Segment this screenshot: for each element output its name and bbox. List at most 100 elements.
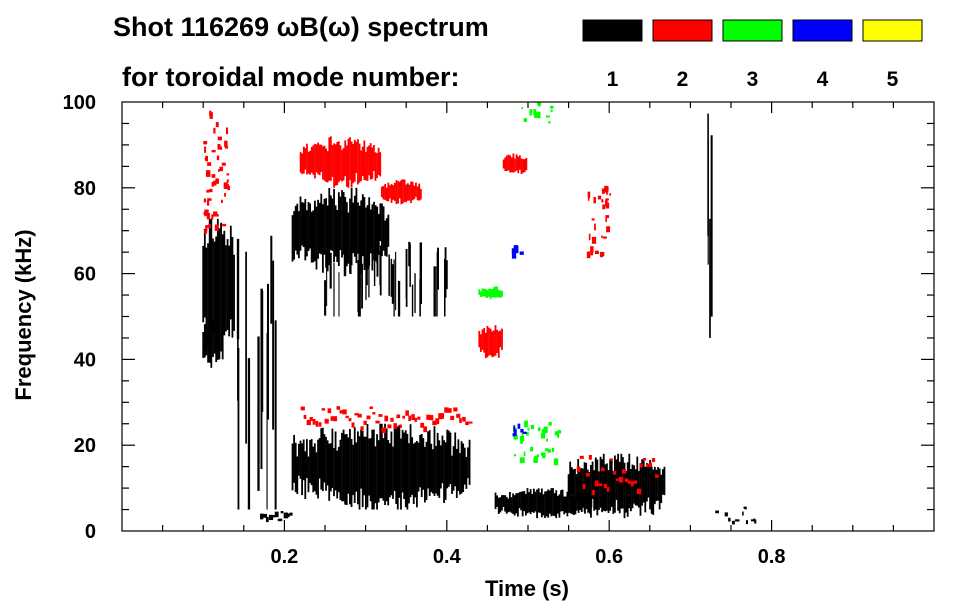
dot-mark	[211, 214, 214, 220]
band-mark	[289, 512, 293, 516]
dot-mark	[530, 424, 535, 430]
dot-mark	[517, 423, 521, 429]
dot-mark	[548, 121, 551, 124]
y-tick-label: 20	[74, 435, 96, 457]
band-mark	[450, 415, 455, 421]
y-tick-label: 80	[74, 178, 96, 200]
band-mark	[609, 458, 613, 461]
dot-mark	[586, 251, 591, 259]
band-mark	[633, 480, 638, 484]
dot-mark	[533, 456, 538, 463]
dot-mark	[513, 425, 516, 432]
band-mark	[588, 454, 592, 460]
dot-mark	[520, 435, 525, 442]
spectral-region-mode-1	[260, 510, 293, 523]
spectral-region-mode-1	[707, 113, 713, 338]
dot-mark	[597, 195, 602, 200]
dot-mark	[550, 109, 553, 112]
dot-mark	[593, 197, 596, 204]
dot-mark	[731, 520, 735, 525]
band-mark	[330, 416, 335, 421]
dot-mark	[542, 452, 546, 459]
band-mark	[318, 422, 322, 427]
band-mark	[300, 406, 305, 411]
band-mark	[447, 408, 452, 413]
dot-mark	[213, 211, 218, 217]
dot-mark	[541, 429, 546, 434]
dot-mark	[205, 170, 211, 177]
dot-mark	[224, 146, 229, 149]
dot-mark	[537, 102, 542, 105]
spectral-region-mode-1	[291, 423, 471, 510]
band-mark	[576, 466, 581, 472]
band-mark	[429, 415, 434, 421]
band-mark	[453, 407, 458, 412]
band-mark	[262, 513, 268, 518]
x-tick-label: 0.2	[270, 546, 298, 568]
spectral-region-mode-1	[236, 235, 277, 510]
dot-mark	[530, 446, 533, 452]
band-mark	[268, 514, 274, 521]
spectral-region-mode-1	[291, 187, 390, 274]
band-mark	[654, 474, 659, 478]
dot-mark	[217, 144, 221, 150]
band-mark	[459, 417, 462, 423]
dot-mark	[520, 428, 524, 433]
dot-mark	[203, 141, 208, 145]
chart-title: Shot 116269 ωB(ω) spectrum for toroidal …	[113, 12, 489, 92]
plot-data	[202, 102, 757, 525]
y-tick-label: 0	[85, 521, 96, 543]
band-mark	[594, 480, 599, 487]
band-mark	[408, 415, 412, 422]
dot-mark	[220, 146, 223, 150]
dot-mark	[203, 198, 207, 203]
dot-mark	[204, 146, 207, 153]
legend-swatch-mode-5	[862, 19, 923, 42]
dot-mark	[513, 429, 517, 436]
dot-mark	[204, 157, 208, 161]
band-mark	[462, 416, 466, 422]
dot-mark	[549, 105, 554, 109]
dot-mark	[209, 188, 213, 193]
axis-ticks	[122, 102, 934, 531]
dot-mark	[605, 200, 608, 207]
band-mark	[639, 463, 643, 468]
band-mark	[651, 458, 656, 463]
band-mark	[414, 417, 418, 422]
dot-mark	[715, 510, 719, 514]
legend-label-mode-4: 4	[817, 68, 829, 91]
dot-mark	[724, 512, 728, 517]
dot-mark	[551, 447, 555, 452]
dot-mark	[604, 185, 609, 193]
band-mark	[280, 510, 284, 514]
spectral-region-mode-2	[502, 153, 528, 175]
dot-mark	[529, 109, 533, 116]
band-mark	[333, 416, 338, 422]
dot-mark	[533, 459, 537, 463]
dot-mark	[222, 223, 227, 227]
spectral-region-mode-2	[478, 325, 503, 359]
band-mark	[286, 513, 290, 518]
spectral-region-mode-1	[715, 506, 757, 525]
band-mark	[283, 512, 289, 519]
x-tick-label: 0.8	[758, 546, 786, 568]
dot-mark	[206, 199, 210, 206]
title-line-1: Shot 116269 ωB(ω) spectrum	[113, 12, 489, 42]
dot-mark	[601, 188, 605, 194]
band-mark	[642, 457, 647, 461]
dot-mark	[548, 422, 552, 426]
band-mark	[312, 418, 316, 425]
plot-frame	[121, 101, 935, 532]
legend-swatch-mode-4	[792, 19, 853, 42]
dot-mark	[519, 251, 524, 255]
band-mark	[456, 413, 461, 418]
dot-mark	[754, 519, 757, 524]
band-mark	[303, 414, 307, 420]
band-mark	[336, 406, 341, 410]
band-mark	[585, 472, 590, 477]
band-mark	[432, 420, 437, 426]
band-mark	[645, 463, 649, 468]
spectral-region-mode-1	[202, 320, 219, 368]
dot-mark	[555, 458, 558, 465]
